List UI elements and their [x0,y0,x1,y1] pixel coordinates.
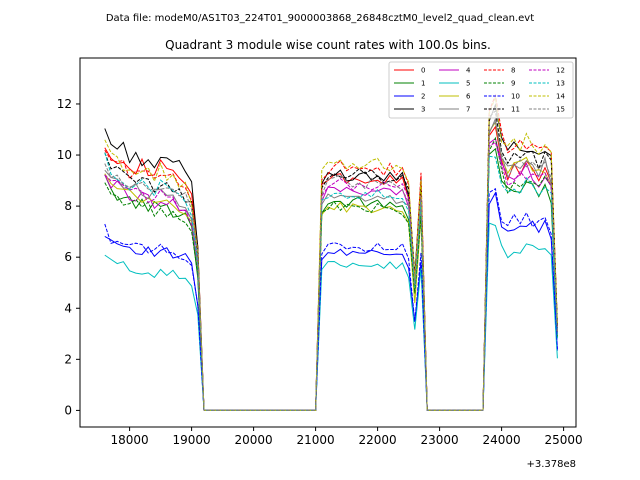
series-line-1 [104,147,558,411]
series-line-12 [104,141,558,411]
legend-label-13: 13 [556,80,565,88]
chart-title: Quadrant 3 module wise count rates with … [165,38,491,52]
series-line-2 [104,191,558,411]
series-line-10 [104,188,558,411]
x-offset-label: +3.378e8 [526,459,576,470]
legend-label-8: 8 [511,67,515,75]
plot-frame [79,57,577,428]
y-tick-label: 8 [64,199,72,213]
x-tick-label: 25000 [545,433,583,447]
series-line-14 [104,95,558,411]
legend-label-2: 2 [421,93,425,101]
x-tick-label: 20000 [235,433,273,447]
legend-label-14: 14 [556,93,565,101]
data-file-label: Data file: modeM0/AS1T03_224T01_90000038… [106,13,534,24]
legend-label-6: 6 [466,93,471,101]
legend-label-3: 3 [421,106,425,114]
series-line-4 [104,137,558,411]
x-tick-label: 22000 [359,433,397,447]
series-line-0 [104,125,558,411]
x-tick-label: 21000 [297,433,335,447]
y-tick-label: 12 [57,97,72,111]
series-line-3 [104,103,558,411]
y-tick-label: 2 [64,352,72,366]
series-layer [104,93,558,411]
series-line-7 [104,117,558,411]
y-tick-label: 0 [64,403,72,417]
x-tick-label: 18000 [111,433,149,447]
series-line-9 [104,136,558,411]
series-line-11 [104,109,558,411]
series-line-6 [104,120,558,411]
series-line-15 [104,120,558,411]
legend-label-0: 0 [421,67,425,75]
series-line-8 [104,93,558,411]
y-tick-label: 4 [64,301,72,315]
legend-label-15: 15 [556,106,565,114]
series-line-13 [104,152,558,411]
series-line-5 [104,222,558,411]
legend-label-5: 5 [466,80,470,88]
legend-label-4: 4 [466,67,471,75]
legend-label-10: 10 [511,93,520,101]
legend-label-11: 11 [511,106,520,114]
x-tick-label: 23000 [421,433,459,447]
y-tick-label: 10 [57,148,72,162]
x-tick-label: 19000 [173,433,211,447]
legend-label-12: 12 [556,67,565,75]
x-tick-label: 24000 [483,433,521,447]
legend-label-1: 1 [421,80,425,88]
legend-label-9: 9 [511,80,515,88]
y-tick-label: 6 [64,250,72,264]
legend-label-7: 7 [466,106,470,114]
axes: 18000 19000 20000 21000 22000 23000 24000 25000… [57,57,583,447]
legend-box [388,61,574,119]
